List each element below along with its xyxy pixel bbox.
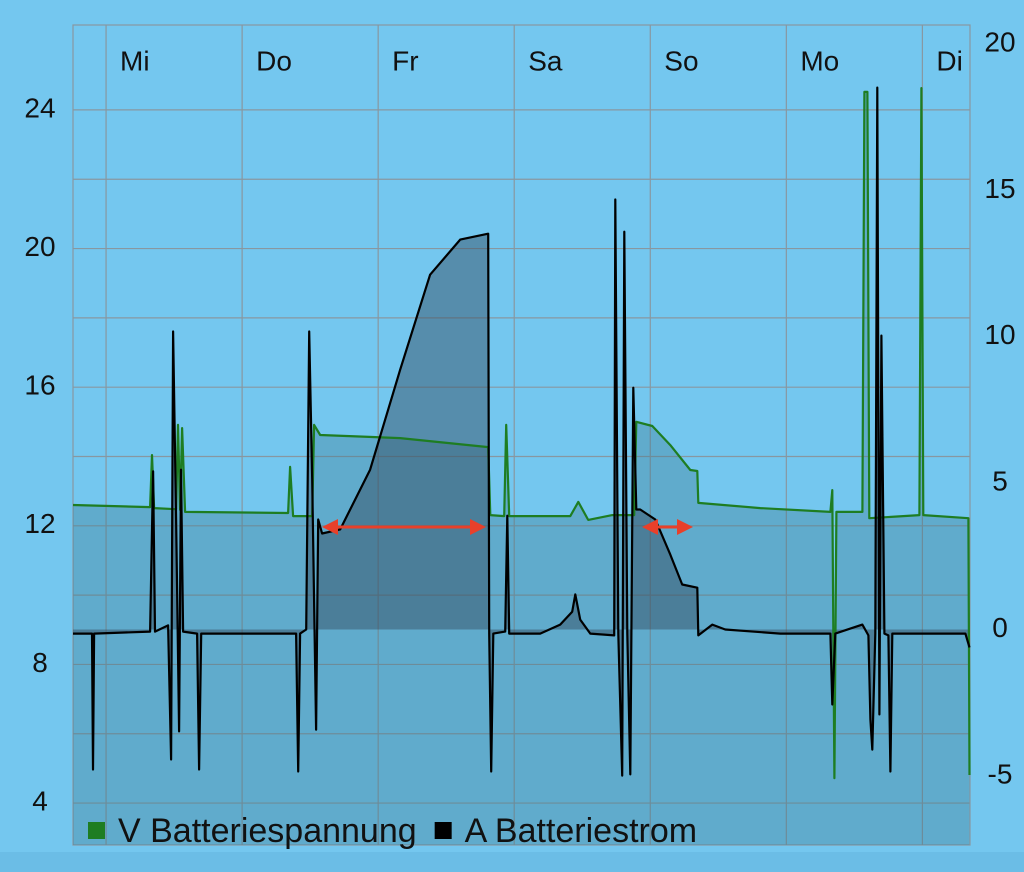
legend-label: A Batteriestrom xyxy=(465,812,697,850)
plot-frame xyxy=(72,24,971,846)
lines xyxy=(72,86,971,780)
y-tick-label: 8 xyxy=(32,647,48,678)
series-line xyxy=(72,87,971,780)
y2-tick-label: 5 xyxy=(992,466,1008,497)
y-tick-label: 16 xyxy=(24,370,55,401)
y-tick-label: 4 xyxy=(32,785,48,816)
x-tick-label: Sa xyxy=(528,45,563,76)
labels: 4 8 12 16 20 24 -5 0 5 10 15 20 Mi Do Fr Sa So Mo Di V Batt… xyxy=(24,26,1015,850)
arrow-head xyxy=(470,519,486,535)
legend-swatch xyxy=(434,822,452,839)
x-tick-label: Mi xyxy=(120,45,150,76)
legend-swatch xyxy=(88,822,105,839)
series-line xyxy=(73,86,971,777)
x-tick-label: Mo xyxy=(800,45,839,76)
y2-tick-label: 0 xyxy=(992,612,1008,643)
y-tick-label: 20 xyxy=(24,231,55,262)
y-tick-label: 24 xyxy=(24,92,55,123)
arrow-head xyxy=(642,519,658,535)
arrow-head xyxy=(677,519,693,535)
x-tick-label: Do xyxy=(256,45,292,76)
y2-tick-label: 15 xyxy=(984,173,1015,204)
y2-tick-label: -5 xyxy=(988,758,1013,789)
x-tick-label: So xyxy=(664,45,698,76)
annotations xyxy=(322,519,693,535)
x-tick-label: Fr xyxy=(392,45,418,76)
y-tick-label: 12 xyxy=(24,508,55,539)
legend-label: V Batteriespannung xyxy=(118,812,417,850)
bottom-strip xyxy=(0,852,1024,872)
y2-tick-label: 10 xyxy=(984,319,1015,350)
x-tick-label: Di xyxy=(936,45,962,76)
y2-tick-label: 20 xyxy=(984,26,1015,57)
arrow-head xyxy=(322,519,338,535)
